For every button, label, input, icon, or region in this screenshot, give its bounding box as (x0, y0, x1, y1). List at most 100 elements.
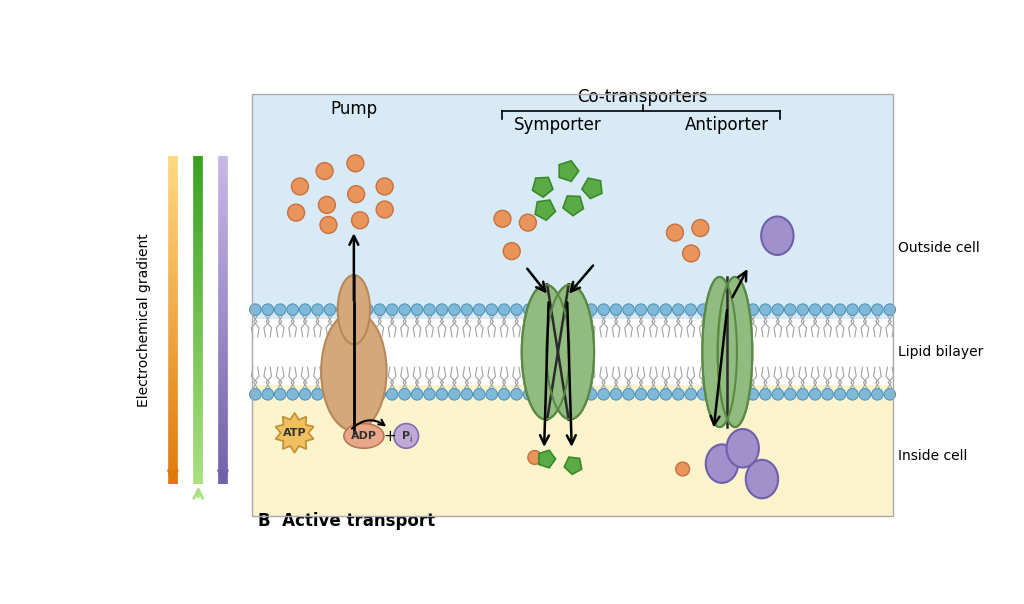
Circle shape (685, 304, 696, 315)
Circle shape (784, 304, 796, 315)
Circle shape (376, 178, 393, 195)
Circle shape (685, 388, 696, 400)
Circle shape (292, 178, 308, 195)
Circle shape (287, 304, 298, 315)
Text: ATP: ATP (283, 428, 306, 438)
Ellipse shape (727, 429, 759, 467)
Text: Antiporter: Antiporter (685, 116, 769, 134)
Circle shape (274, 304, 286, 315)
Circle shape (288, 204, 304, 221)
Circle shape (347, 155, 364, 172)
Polygon shape (532, 178, 553, 197)
Circle shape (748, 388, 759, 400)
Ellipse shape (718, 277, 753, 427)
Ellipse shape (761, 216, 794, 255)
Circle shape (348, 185, 365, 202)
Circle shape (376, 201, 393, 218)
Circle shape (598, 388, 609, 400)
Circle shape (449, 304, 460, 315)
Circle shape (722, 388, 734, 400)
Circle shape (311, 304, 324, 315)
Circle shape (394, 423, 419, 448)
Circle shape (647, 304, 659, 315)
Circle shape (760, 388, 771, 400)
Circle shape (287, 388, 298, 400)
Text: P: P (402, 431, 411, 441)
Circle shape (523, 388, 535, 400)
Text: ADP: ADP (351, 431, 377, 441)
Circle shape (316, 162, 333, 179)
Circle shape (835, 388, 846, 400)
Circle shape (386, 388, 398, 400)
Circle shape (486, 388, 498, 400)
Circle shape (519, 214, 537, 231)
Circle shape (847, 388, 858, 400)
Circle shape (560, 304, 572, 315)
Ellipse shape (547, 284, 594, 419)
Circle shape (548, 304, 560, 315)
Text: Pump: Pump (331, 100, 378, 118)
Polygon shape (563, 196, 584, 216)
Circle shape (351, 434, 365, 448)
Circle shape (710, 388, 721, 400)
Circle shape (274, 388, 286, 400)
Circle shape (473, 388, 485, 400)
Text: Lipid bilayer: Lipid bilayer (898, 345, 984, 359)
Circle shape (748, 304, 759, 315)
Circle shape (361, 388, 373, 400)
Circle shape (473, 304, 485, 315)
Circle shape (412, 304, 423, 315)
Circle shape (697, 304, 709, 315)
Text: Co-transporters: Co-transporters (578, 88, 708, 106)
Circle shape (528, 451, 542, 464)
Circle shape (299, 388, 311, 400)
Circle shape (412, 388, 423, 400)
Circle shape (461, 304, 472, 315)
Circle shape (351, 212, 369, 229)
Circle shape (809, 304, 821, 315)
Circle shape (398, 304, 411, 315)
Ellipse shape (338, 275, 370, 344)
Circle shape (449, 388, 460, 400)
Text: Electrochemical gradient: Electrochemical gradient (137, 234, 152, 407)
Circle shape (361, 304, 373, 315)
Circle shape (871, 388, 883, 400)
Text: Outside cell: Outside cell (898, 241, 980, 255)
Circle shape (494, 210, 511, 227)
Circle shape (499, 388, 510, 400)
Circle shape (660, 388, 672, 400)
Circle shape (635, 304, 647, 315)
Circle shape (734, 304, 746, 315)
Circle shape (676, 462, 689, 476)
Circle shape (536, 304, 547, 315)
Circle shape (884, 304, 896, 315)
Circle shape (374, 304, 385, 315)
Bar (252, 385, 893, 516)
Circle shape (319, 216, 337, 233)
Circle shape (586, 304, 597, 315)
Circle shape (734, 388, 746, 400)
Circle shape (586, 388, 597, 400)
Circle shape (424, 388, 435, 400)
Circle shape (610, 304, 622, 315)
Circle shape (573, 388, 585, 400)
Circle shape (835, 304, 846, 315)
Polygon shape (582, 178, 602, 199)
Circle shape (722, 304, 734, 315)
Bar (252, 94, 893, 516)
Circle shape (784, 388, 796, 400)
Circle shape (262, 304, 273, 315)
Text: +: + (383, 429, 395, 444)
Circle shape (660, 304, 672, 315)
Circle shape (772, 304, 783, 315)
Circle shape (623, 388, 634, 400)
Circle shape (683, 245, 699, 262)
Text: Symporter: Symporter (514, 116, 602, 134)
Circle shape (250, 304, 261, 315)
Bar (252, 94, 893, 319)
Ellipse shape (745, 460, 778, 498)
Circle shape (760, 304, 771, 315)
Circle shape (374, 388, 385, 400)
Ellipse shape (706, 445, 738, 483)
Circle shape (673, 304, 684, 315)
